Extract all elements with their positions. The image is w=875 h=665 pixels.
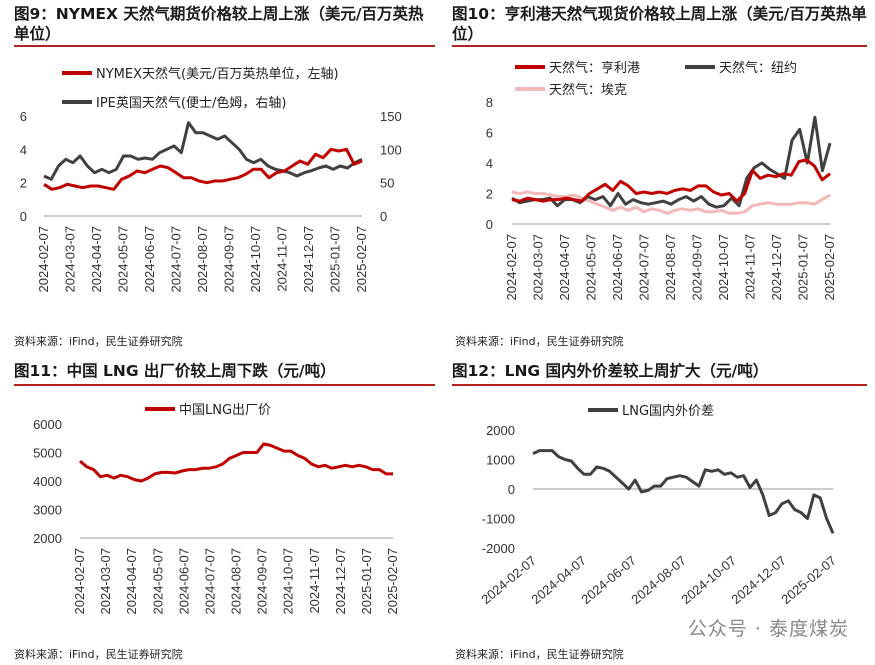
legend-ek-label: 天然气：埃克 (549, 82, 627, 98)
legend-china-lng-label: 中国LNG出厂价 (179, 403, 271, 418)
legend-lng-spread-label: LNG国内外价差 (622, 403, 714, 419)
x-tick: 2024-11-07 (275, 226, 290, 292)
y-left-tick: 0 (20, 209, 27, 224)
lng-spread-line (532, 449, 835, 534)
x-tick: 2024-06-07 (578, 553, 639, 607)
source-note: 资料来源：iFind，民生证券研究院 (455, 335, 624, 348)
y-left-tick: 6 (20, 109, 27, 124)
x-tick: 2025-02-07 (822, 234, 837, 301)
panel-9-title: 图9：NYMEX 天然气期货价格较上周上涨（美元/百万英热单位） (14, 5, 424, 43)
x-tick: 2024-10-07 (248, 226, 263, 293)
y-left-tick: 3000 (33, 503, 62, 518)
ipe-uk-gas-line (43, 121, 363, 181)
y-left-tick: 1000 (486, 453, 515, 468)
y-left-tick: -1000 (482, 512, 515, 527)
x-tick: 2024-05-07 (150, 548, 165, 615)
legend-ipe-label: IPE英国天然气(便士/色姆，右轴) (96, 95, 286, 111)
x-tick: 2025-02-07 (354, 226, 369, 293)
x-tick: 2024-04-07 (557, 234, 572, 301)
x-tick: 2024-07-07 (637, 234, 652, 301)
y-right-tick: 50 (380, 176, 394, 191)
x-tick: 2024-09-07 (222, 226, 237, 293)
x-tick: 2024-09-07 (255, 548, 270, 615)
y-left-tick: 2 (486, 187, 493, 202)
y-left-tick: 6000 (33, 417, 62, 432)
china-lng-price-line (79, 442, 393, 483)
y-left-tick: 4 (486, 156, 493, 171)
x-tick: 2024-08-07 (628, 553, 689, 607)
x-tick: 2024-10-07 (716, 234, 731, 301)
panel-10-title: 图10：亨利港天然气现货价格较上周上涨（美元/百万英热单位） (452, 5, 867, 43)
x-tick: 2024-06-07 (610, 234, 625, 301)
y-left-tick: 4 (20, 142, 27, 157)
x-tick: 2024-06-07 (142, 226, 157, 293)
x-tick: 2024-05-07 (116, 226, 131, 293)
watermark: 公众号 · 泰度煤炭 (687, 618, 849, 640)
x-tick: 2024-06-07 (176, 548, 191, 615)
x-tick: 2024-11-07 (743, 234, 758, 300)
y-right-tick: 150 (380, 109, 402, 124)
x-tick: 2024-10-07 (281, 548, 296, 615)
y-right-tick: 0 (380, 209, 387, 224)
x-tick: 2025-02-07 (778, 553, 839, 607)
x-tick: 2024-05-07 (584, 234, 599, 301)
divider (14, 45, 435, 47)
ek-gas-line (511, 190, 831, 215)
x-tick: 2024-03-07 (531, 234, 546, 301)
x-tick: 2025-01-07 (328, 226, 343, 293)
y-left-tick: 8 (486, 95, 493, 110)
x-tick: 2024-12-07 (728, 553, 789, 607)
x-tick: 2024-03-07 (63, 226, 78, 293)
legend-newyork-label: 天然气：纽约 (719, 60, 797, 76)
x-tick: 2024-04-07 (89, 226, 104, 293)
x-tick: 2025-02-07 (385, 548, 400, 615)
source-note: 资料来源：iFind，民生证券研究院 (455, 648, 624, 661)
y-left-tick: 2000 (486, 423, 515, 438)
x-tick: 2024-04-07 (124, 548, 139, 615)
y-left-tick: 5000 (33, 446, 62, 461)
source-note: 资料来源：iFind，民生证券研究院 (14, 335, 183, 348)
panel-11-title: 图11：中国 LNG 出厂价较上周下跌（元/吨） (14, 362, 336, 380)
x-tick: 2024-02-07 (36, 226, 51, 293)
divider (14, 384, 435, 386)
y-right-tick: 100 (380, 142, 402, 157)
y-left-tick: 0 (508, 482, 515, 497)
x-tick: 2025-01-07 (359, 548, 374, 615)
legend-henryhub-label: 天然气：亨利港 (549, 60, 640, 76)
y-left-tick: 0 (486, 217, 493, 232)
x-tick: 2024-11-07 (307, 548, 322, 614)
source-note: 资料来源：iFind，民生证券研究院 (14, 648, 183, 661)
x-tick: 2024-08-07 (229, 548, 244, 615)
x-tick: 2024-02-07 (72, 548, 87, 615)
divider (452, 384, 867, 386)
legend-nymex-label: NYMEX天然气(美元/百万英热单位，左轴) (96, 66, 339, 82)
x-tick: 2024-12-07 (333, 548, 348, 615)
x-tick: 2024-07-07 (202, 548, 217, 615)
panel-12-title: 图12：LNG 国内外价差较上周扩大（元/吨） (452, 362, 769, 380)
henryhub-gas-line (511, 158, 831, 203)
x-tick: 2024-12-07 (769, 234, 784, 301)
x-tick: 2025-01-07 (796, 234, 811, 301)
newyork-gas-line (511, 115, 832, 209)
nymex-gas-line (43, 147, 363, 191)
y-left-tick: 2 (20, 176, 27, 191)
x-tick: 2024-02-07 (504, 234, 519, 301)
x-tick: 2024-07-07 (169, 226, 184, 293)
divider (452, 45, 867, 47)
x-tick: 2024-08-07 (663, 234, 678, 301)
x-tick: 2024-03-07 (98, 548, 113, 615)
x-tick: 2024-09-07 (690, 234, 705, 301)
x-tick: 2024-08-07 (195, 226, 210, 293)
y-left-tick: -2000 (482, 541, 515, 556)
y-left-tick: 4000 (33, 474, 62, 489)
x-tick: 2024-12-07 (301, 226, 316, 293)
y-left-tick: 6 (486, 126, 493, 141)
x-tick: 2024-04-07 (528, 553, 589, 607)
y-left-tick: 2000 (33, 531, 62, 546)
x-tick: 2024-02-07 (478, 553, 539, 607)
x-tick: 2024-10-07 (678, 553, 739, 607)
